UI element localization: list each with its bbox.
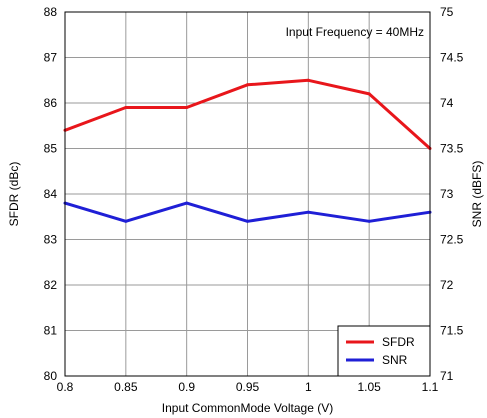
right-y-tick-label: 72 [440,278,454,292]
data-point-snr [306,210,310,214]
left-y-tick-label: 84 [44,187,58,201]
x-tick-label: 0.95 [236,380,260,394]
right-y-tick-label: 75 [440,5,454,19]
data-point-snr [124,219,128,223]
left-y-tick-label: 87 [44,51,58,65]
grid [65,12,430,376]
right-y-tick-label: 71.5 [440,324,464,338]
left-y-tick-label: 83 [44,233,58,247]
x-axis-title: Input CommonMode Voltage (V) [162,401,333,415]
x-tick-label: 0.9 [178,380,195,394]
data-point-snr [367,219,371,223]
data-point-snr [185,201,189,205]
left-y-tick-labels: 80 81 82 83 84 85 86 87 88 [44,5,58,383]
left-y-tick-label: 82 [44,278,58,292]
x-tick-label: 0.85 [114,380,138,394]
left-y-tick-label: 86 [44,96,58,110]
left-y-axis-title: SFDR (dBc) [7,162,21,227]
series-lines [63,78,432,223]
left-y-tick-label: 80 [44,369,58,383]
x-tick-label: 1 [305,380,312,394]
right-y-tick-label: 72.5 [440,233,464,247]
data-point-sfdr [124,106,128,110]
x-tick-label: 0.8 [57,380,74,394]
data-point-snr [246,219,249,223]
legend-box [337,325,431,377]
left-y-tick-label: 88 [44,5,58,19]
legend-label-sfdr: SFDR [382,335,415,349]
right-y-axis-title: SNR (dBFS) [470,161,484,228]
right-y-tick-label: 71 [440,369,454,383]
left-y-tick-label: 81 [44,324,58,338]
left-y-tick-label: 85 [44,142,58,156]
plot-frame [64,11,431,377]
data-point-sfdr [246,83,249,87]
right-y-tick-labels: 71 71.5 72 72.5 73 73.5 74 74.5 75 [440,5,464,383]
x-tick-label: 1.05 [357,380,381,394]
data-point-sfdr [185,106,189,110]
legend: SFDR SNR [337,325,431,377]
right-y-tick-label: 74 [440,96,454,110]
legend-label-snr: SNR [382,353,408,367]
right-y-tick-label: 73.5 [440,142,464,156]
right-y-tick-label: 73 [440,187,454,201]
data-point-sfdr [367,92,371,96]
x-tick-labels: 0.8 0.85 0.9 0.95 1 1.05 1.1 [57,380,439,394]
x-tick-label: 1.1 [422,380,439,394]
annotation-text: Input Frequency = 40MHz [286,25,424,39]
right-y-tick-label: 74.5 [440,51,464,65]
data-point-sfdr [306,78,310,82]
